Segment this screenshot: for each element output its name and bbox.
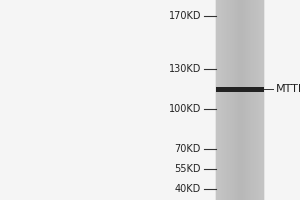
Bar <box>216 0 264 200</box>
Bar <box>245 0 246 200</box>
Bar <box>243 0 245 200</box>
Bar <box>259 0 261 200</box>
Bar <box>250 0 251 200</box>
Bar <box>235 0 237 200</box>
Bar <box>216 87 264 92</box>
Bar <box>230 0 232 200</box>
Bar <box>219 0 221 200</box>
Text: 40KD: 40KD <box>175 184 201 194</box>
Bar <box>232 0 234 200</box>
Bar <box>246 0 248 200</box>
Bar <box>256 0 258 200</box>
Text: MTTP: MTTP <box>276 84 300 94</box>
Bar <box>221 0 222 200</box>
Text: 130KD: 130KD <box>169 64 201 74</box>
Bar <box>254 0 256 200</box>
Bar <box>238 0 240 200</box>
Bar <box>229 0 230 200</box>
Bar <box>248 0 250 200</box>
Text: 55KD: 55KD <box>175 164 201 174</box>
Bar <box>226 0 227 200</box>
Bar <box>242 0 243 200</box>
Bar <box>251 0 253 200</box>
Bar <box>224 0 226 200</box>
Text: 100KD: 100KD <box>169 104 201 114</box>
Bar <box>218 0 219 200</box>
Bar <box>253 0 254 200</box>
Bar <box>234 0 235 200</box>
Text: 170KD: 170KD <box>169 11 201 21</box>
Text: 70KD: 70KD <box>175 144 201 154</box>
Bar <box>258 0 259 200</box>
Bar <box>240 0 242 200</box>
Bar <box>216 0 218 200</box>
Bar <box>237 0 239 200</box>
Bar <box>222 0 224 200</box>
Bar <box>261 0 262 200</box>
Bar <box>227 0 229 200</box>
Bar <box>262 0 264 200</box>
